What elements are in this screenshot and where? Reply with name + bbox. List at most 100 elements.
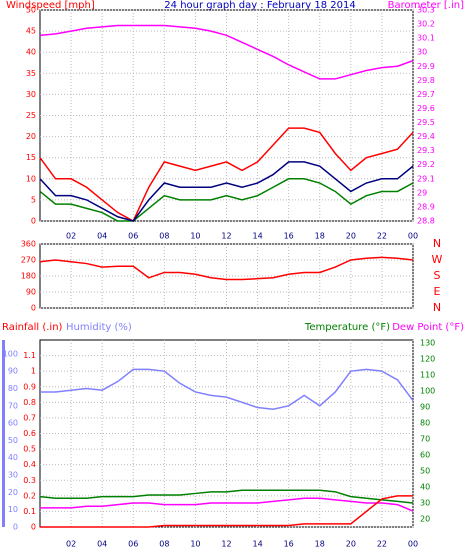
x-tick-label: 08 bbox=[159, 540, 169, 549]
y-tick-label: 0.1 bbox=[23, 507, 36, 516]
x-tick-label: 12 bbox=[221, 232, 231, 241]
humidity-axis-title: Humidity (%) bbox=[66, 322, 132, 333]
y2-tick-label: 70 bbox=[420, 435, 430, 444]
x-tick-label: 20 bbox=[346, 540, 356, 549]
y2-tick-label: W bbox=[432, 253, 443, 266]
y-tick-label: 0 bbox=[31, 523, 36, 532]
y2-tick-label: 30 bbox=[420, 499, 430, 508]
x-tick-label: 02 bbox=[66, 540, 76, 549]
x-tick-label: 16 bbox=[284, 232, 294, 241]
y2-tick-label: 30 bbox=[417, 48, 427, 57]
y-tick-label: 5 bbox=[31, 195, 36, 204]
y-tick-label: 0.5 bbox=[23, 445, 36, 454]
y2-tick-label: 29.6 bbox=[417, 104, 435, 113]
y2-tick-label: 20 bbox=[420, 515, 430, 524]
x-tick-label: 16 bbox=[284, 540, 294, 549]
y2-tick-label: 29.4 bbox=[417, 132, 435, 141]
y2-tick-label: N bbox=[433, 301, 441, 314]
x-tick-label: 18 bbox=[315, 540, 325, 549]
x-tick-label: 14 bbox=[252, 232, 262, 241]
y2-tick-label: 29.1 bbox=[417, 174, 435, 183]
y2-tick-label: E bbox=[434, 285, 441, 298]
x-tick-label: 10 bbox=[190, 540, 200, 549]
x-tick-label: 04 bbox=[97, 540, 107, 549]
y2-tick-label: 130 bbox=[420, 339, 435, 348]
x-tick-label: 14 bbox=[252, 540, 262, 549]
y-tick-label: 0.6 bbox=[23, 429, 36, 438]
x-tick-label: 04 bbox=[97, 232, 107, 241]
y2-tick-label: 29.2 bbox=[417, 160, 435, 169]
barometer-axis-title: Barometer [.in] bbox=[388, 0, 464, 11]
y-tick-label: 0.9 bbox=[23, 382, 36, 391]
y2-tick-label: 30.2 bbox=[417, 20, 435, 29]
y-tick-label: 90 bbox=[26, 288, 36, 297]
y-tick-label: 270 bbox=[21, 256, 36, 265]
chart-title: 24 hour graph day : February 18 2014 bbox=[164, 0, 355, 11]
y-tick-label: 1.1 bbox=[23, 351, 36, 360]
y3-tick-label: 20 bbox=[8, 488, 18, 497]
y3-tick-label: 70 bbox=[8, 401, 18, 410]
y-tick-label: 0.4 bbox=[23, 460, 36, 469]
y2-tick-label: 110 bbox=[420, 371, 435, 380]
y-tick-label: 45 bbox=[26, 27, 36, 36]
y-tick-label: 20 bbox=[26, 132, 36, 141]
y-tick-label: 180 bbox=[21, 272, 36, 281]
y2-tick-label: 60 bbox=[420, 451, 430, 460]
y3-tick-label: 30 bbox=[8, 471, 18, 480]
y-tick-label: 1 bbox=[31, 367, 36, 376]
y-tick-label: 360 bbox=[21, 240, 36, 249]
x-tick-label: 02 bbox=[66, 232, 76, 241]
y3-tick-label: 60 bbox=[8, 419, 18, 428]
y2-tick-label: 90 bbox=[420, 403, 430, 412]
y3-tick-label: 100 bbox=[3, 349, 18, 358]
rain-axis-title: Rainfall (.in) bbox=[2, 322, 63, 333]
series-line bbox=[40, 497, 414, 512]
y3-tick-label: 80 bbox=[8, 384, 18, 393]
wind-axis-title: Windspeed [mph] bbox=[6, 0, 95, 11]
y-tick-label: 0 bbox=[31, 217, 36, 226]
y2-tick-label: 50 bbox=[420, 467, 430, 476]
y3-tick-label: 90 bbox=[8, 367, 18, 376]
series-line bbox=[40, 368, 414, 411]
y-tick-label: 0.2 bbox=[23, 491, 36, 500]
y-tick-label: 0.7 bbox=[23, 413, 36, 422]
y2-tick-label: 28.9 bbox=[417, 202, 435, 211]
series-line bbox=[39, 127, 414, 223]
y-tick-label: 15 bbox=[26, 153, 36, 162]
y2-tick-label: S bbox=[434, 269, 441, 282]
temperature-title: Temperature (°F) bbox=[304, 322, 390, 333]
x-tick-label: 22 bbox=[377, 232, 387, 241]
humidity-bar bbox=[2, 340, 5, 527]
y2-tick-label: 120 bbox=[420, 355, 435, 364]
y-tick-label: 35 bbox=[26, 69, 36, 78]
y-tick-label: 0.8 bbox=[23, 398, 36, 407]
y3-tick-label: 40 bbox=[8, 453, 18, 462]
series-line bbox=[39, 489, 414, 504]
y2-tick-label: N bbox=[433, 237, 441, 250]
y3-tick-label: 50 bbox=[8, 436, 18, 445]
y2-tick-label: 29.3 bbox=[417, 146, 435, 155]
x-tick-label: 08 bbox=[159, 232, 169, 241]
y2-tick-label: 40 bbox=[420, 483, 430, 492]
y2-tick-label: 30.1 bbox=[417, 34, 435, 43]
series-line bbox=[39, 24, 414, 80]
y-tick-label: 25 bbox=[26, 111, 36, 120]
y-tick-label: 0 bbox=[31, 304, 36, 313]
y3-tick-label: 10 bbox=[8, 505, 18, 514]
dewpoint-title: Dew Point (°F) bbox=[392, 322, 464, 333]
x-tick-label: 18 bbox=[315, 232, 325, 241]
y3-tick-label: 0 bbox=[13, 523, 18, 532]
series-line bbox=[39, 256, 414, 281]
series-line bbox=[39, 178, 414, 222]
y2-tick-label: 29.9 bbox=[417, 62, 435, 71]
series-line bbox=[40, 495, 413, 528]
y2-tick-label: 29.8 bbox=[417, 76, 435, 85]
y2-tick-label: 30.3 bbox=[417, 6, 435, 15]
y2-tick-label: 29.7 bbox=[417, 90, 435, 99]
x-tick-label: 20 bbox=[346, 232, 356, 241]
x-tick-label: 00 bbox=[408, 540, 418, 549]
y2-tick-label: 29 bbox=[417, 188, 427, 197]
y-tick-label: 40 bbox=[26, 48, 36, 57]
x-tick-label: 10 bbox=[190, 232, 200, 241]
